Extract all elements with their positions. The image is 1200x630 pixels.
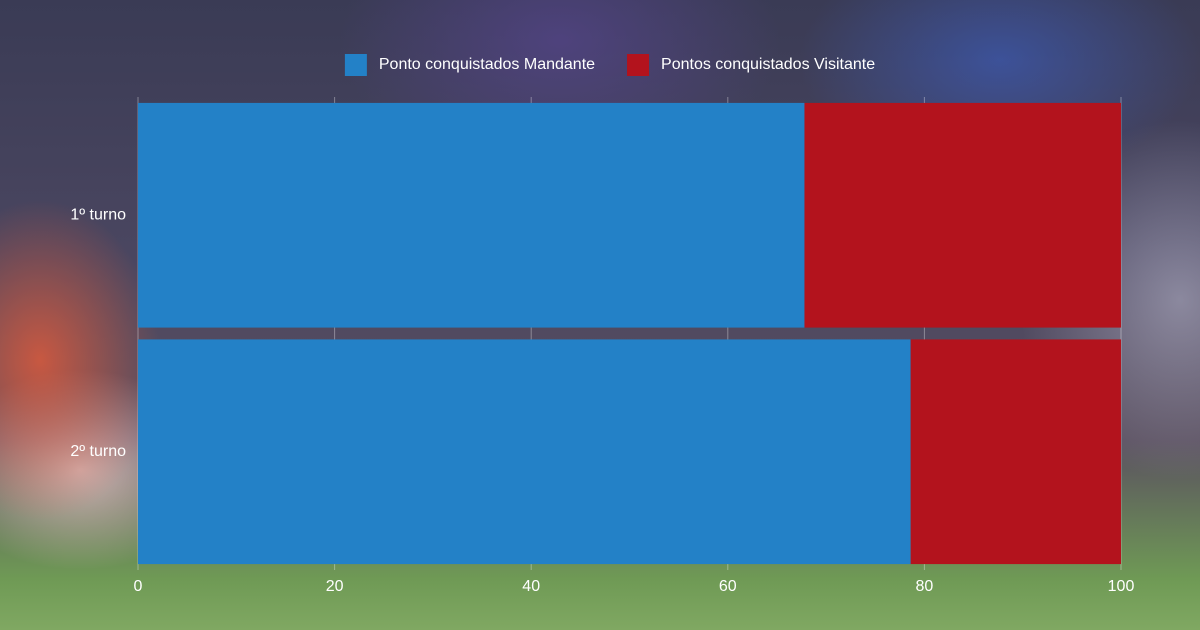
bar-segment (804, 102, 1121, 328)
bar-segment (138, 102, 805, 328)
legend-label: Ponto conquistados Mandante (379, 56, 595, 73)
x-tick-label: 0 (134, 578, 143, 595)
legend-item: Ponto conquistados Mandante (344, 54, 595, 76)
x-tick-label: 60 (719, 578, 737, 595)
legend-swatch (344, 54, 367, 76)
bar-segment (910, 339, 1121, 565)
x-tick-label: 80 (916, 578, 934, 595)
x-tick-label: 20 (326, 578, 344, 595)
y-tick-label: 1º turno (70, 206, 126, 223)
legend-label: Pontos conquistados Visitante (661, 56, 875, 73)
bar-segment (138, 339, 911, 565)
y-tick-label: 2º turno (70, 443, 126, 460)
legend-item: Pontos conquistados Visitante (627, 54, 875, 76)
legend-swatch (627, 54, 650, 76)
x-tick-label: 100 (1108, 578, 1135, 595)
x-tick-label: 40 (522, 578, 540, 595)
